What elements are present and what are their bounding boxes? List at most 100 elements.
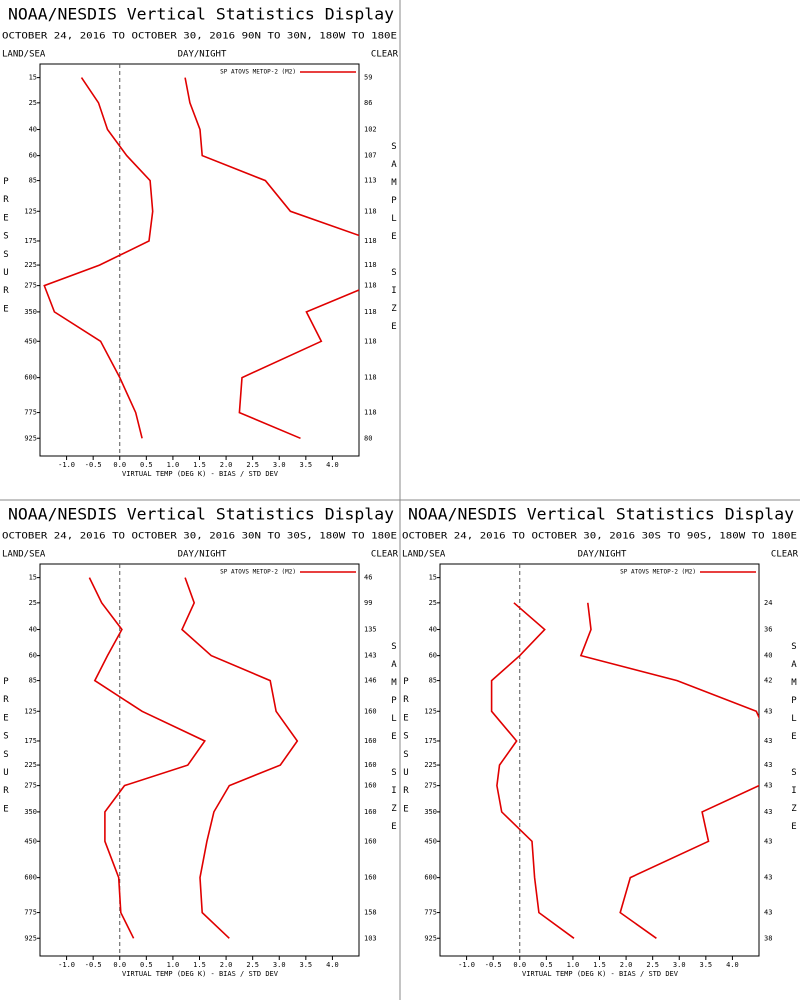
x-tick-label: 1.5 [193,461,206,469]
x-tick-label: 3.5 [300,461,313,469]
sample-size-label: 118 [364,261,377,269]
y-tick-label: 225 [424,761,437,769]
x-tick-label: 3.0 [273,961,286,969]
sample-size-label: 59 [364,74,372,82]
legend-label: SP ATOVS METOP-2 (M2) [620,569,696,576]
sample-size-label: 43 [764,782,772,790]
y-tick-label: 85 [29,677,37,685]
y-tick-label: 225 [24,261,37,269]
sample-size-label: 36 [764,626,772,634]
x-tick-label: -1.0 [58,961,75,969]
y-tick-label: 775 [24,909,37,917]
chart-title: NOAA/NESDIS Vertical Statistics Display [8,505,394,524]
x-tick-label: 3.5 [700,961,713,969]
sample-size-label: 43 [764,761,772,769]
x-tick-label: -0.5 [485,961,502,969]
x-tick-label: -1.0 [458,961,475,969]
x-tick-label: 0.5 [140,961,153,969]
sample-size-label: 146 [364,677,377,685]
y-tick-label: 125 [24,207,37,215]
x-tick-label: 4.0 [726,961,739,969]
sample-size-label: 158 [364,909,377,917]
sample-size-label: 24 [764,599,772,607]
y-tick-label: 450 [24,337,37,345]
panel: NOAA/NESDIS Vertical Statistics Display O… [2,5,399,479]
x-tick-label: 2.5 [646,961,659,969]
sample-size-label: 43 [764,737,772,745]
sample-size-label: 135 [364,626,377,634]
sample-size-label: 107 [364,152,377,160]
sample-size-label: 102 [364,126,377,134]
x-tick-label: 4.0 [326,961,339,969]
y-tick-label: 85 [29,177,37,185]
panel: NOAA/NESDIS Vertical Statistics Display O… [402,505,799,979]
std-dev-line [579,602,759,939]
sample-size-label: 160 [364,808,377,816]
chart-subtitle: OCTOBER 24, 2016 TO OCTOBER 30, 2016 90N… [2,32,397,42]
sample-size-label: 42 [764,677,772,685]
day-night-label: DAY/NIGHT [178,550,227,560]
sample-size-label: 160 [364,874,377,882]
sample-size-label: 43 [764,837,772,845]
y-tick-label: 60 [29,652,37,660]
std-dev-line [184,77,359,440]
x-tick-label: 0.0 [513,961,526,969]
y-tick-label: 350 [424,808,437,816]
y-tick-label: 40 [29,126,37,134]
std-dev-line [181,577,299,939]
x-tick-label: -1.0 [58,461,75,469]
y-tick-label: 600 [24,874,37,882]
x-tick-label: -0.5 [85,961,102,969]
x-tick-label: 0.0 [113,461,126,469]
y-tick-label: 40 [429,626,437,634]
land-sea-label: LAND/SEA [2,50,46,60]
y-tick-label: 25 [29,599,37,607]
y-tick-label: 925 [424,934,437,942]
y-tick-label: 15 [29,574,37,582]
y-tick-label: 350 [24,808,37,816]
y-tick-label: 925 [24,934,37,942]
sample-size-label: 160 [364,782,377,790]
x-tick-label: 1.5 [193,961,206,969]
sample-size-label: 118 [364,337,377,345]
x-axis-label: VIRTUAL TEMP (DEG K) - BIAS / STD DEV [122,970,279,978]
x-tick-label: 2.5 [246,461,259,469]
y-tick-label: 125 [424,707,437,715]
y-tick-label: 925 [24,434,37,442]
x-tick-label: 2.0 [220,961,233,969]
y-tick-label: 350 [24,308,37,316]
x-axis-label: VIRTUAL TEMP (DEG K) - BIAS / STD DEV [522,970,679,978]
y-tick-label: 600 [424,874,437,882]
land-sea-label: LAND/SEA [402,550,446,560]
chart-title: NOAA/NESDIS Vertical Statistics Display [408,505,794,524]
clear-label: CLEAR [771,550,799,560]
legend-label: SP ATOVS METOP-2 (M2) [220,569,296,576]
x-tick-label: 0.5 [140,461,153,469]
sample-size-label: 43 [764,707,772,715]
y-tick-label: 450 [424,837,437,845]
y-tick-label: 175 [24,237,37,245]
y-tick-label: 25 [429,599,437,607]
y-tick-label: 60 [429,652,437,660]
clear-label: CLEAR [371,50,399,60]
chart-title: NOAA/NESDIS Vertical Statistics Display [8,5,394,24]
sample-size-label: 43 [764,874,772,882]
sample-size-label: 43 [764,909,772,917]
y-tick-label: 125 [24,707,37,715]
y-tick-label: 775 [24,409,37,417]
y-tick-label: 275 [424,782,437,790]
sample-size-label: 43 [764,808,772,816]
plot-frame [39,563,360,957]
bias-line [43,77,154,439]
y-tick-label: 775 [424,909,437,917]
sample-size-label: 86 [364,99,372,107]
y-tick-label: 15 [29,74,37,82]
x-tick-label: 1.0 [567,961,580,969]
x-tick-label: 1.5 [593,961,606,969]
sample-size-label: 40 [764,652,772,660]
sample-size-label: 38 [764,934,772,942]
y-tick-label: 225 [24,761,37,769]
